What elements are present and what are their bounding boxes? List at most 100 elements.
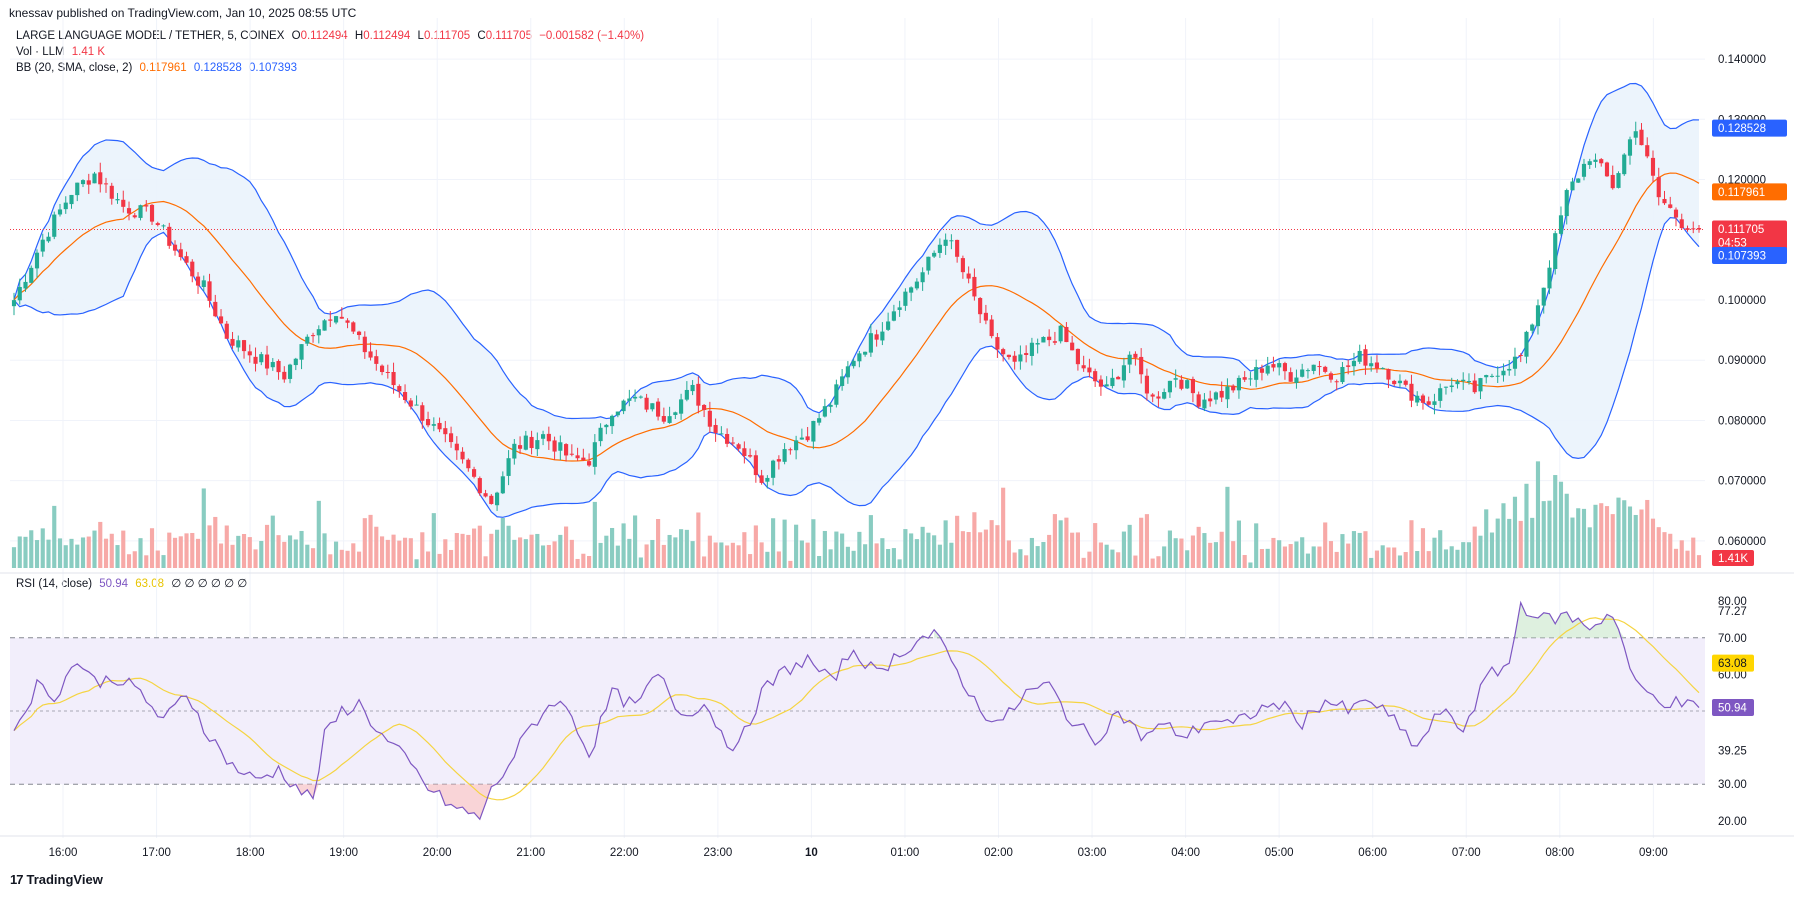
volume-bar <box>523 539 528 568</box>
bb-basis-line <box>13 172 1700 462</box>
rsi-legend[interactable]: RSI (14, close) 50.94 63.08 ∅ ∅ ∅ ∅ ∅ ∅ <box>16 576 251 590</box>
volume-bar <box>1547 500 1552 568</box>
volume-bar <box>1162 546 1167 568</box>
candle-body <box>1254 367 1259 380</box>
volume-bar <box>1213 542 1218 568</box>
volume-bar <box>1403 552 1408 568</box>
volume-bar <box>748 554 753 568</box>
tradingview-logo[interactable]: 17 TradingView <box>10 872 103 887</box>
candle-body <box>339 316 344 319</box>
volume-bar <box>345 550 350 568</box>
volume-bar <box>1185 550 1190 568</box>
volume-bar <box>230 544 235 568</box>
candle-body <box>454 443 459 451</box>
volume-bar <box>926 532 931 568</box>
volume-bar <box>1685 550 1690 568</box>
candle-body <box>1277 363 1282 368</box>
candle-body <box>1466 381 1472 383</box>
candle-body <box>1041 336 1046 343</box>
candle-body <box>1599 159 1604 164</box>
candle-body <box>1380 367 1385 369</box>
volume-bar <box>207 525 212 568</box>
candle-body <box>1426 401 1431 405</box>
candle-body <box>69 194 74 205</box>
volume-bar <box>126 554 132 568</box>
candle-body <box>11 300 17 307</box>
volume-bar <box>1340 534 1345 568</box>
volume-bar <box>805 542 810 568</box>
candle-body <box>759 475 764 483</box>
volume-bar <box>1139 517 1144 568</box>
candle-body <box>679 399 684 414</box>
candle-body <box>1012 355 1017 362</box>
time-axis-label: 23:00 <box>703 847 732 859</box>
volume-bar <box>581 553 586 568</box>
volume-bar <box>500 517 505 568</box>
candle-body <box>805 436 810 441</box>
volume-bar <box>259 540 264 568</box>
volume-bar <box>1081 557 1086 568</box>
volume-bar <box>1524 483 1529 568</box>
volume-bar <box>1248 562 1253 568</box>
candle-body <box>638 396 643 398</box>
candle-body <box>1627 139 1633 156</box>
volume-bar <box>149 528 155 568</box>
volume-bar <box>972 512 977 568</box>
volume-bar <box>719 542 724 568</box>
candle-body <box>1524 331 1529 357</box>
volume-bar <box>1489 532 1495 568</box>
candle-body <box>788 449 793 451</box>
candle-body <box>598 427 603 442</box>
volume-bar <box>771 518 776 568</box>
candle-body <box>1231 385 1236 391</box>
candle-body <box>293 358 298 366</box>
candle-body <box>460 451 465 460</box>
volume-bar <box>356 551 362 568</box>
volume-bar <box>1472 526 1477 568</box>
volume-legend[interactable]: Vol · LLM 1.41 K <box>16 46 109 58</box>
volume-bar <box>1121 531 1126 568</box>
candle-body <box>316 329 321 336</box>
volume-bar <box>333 541 339 568</box>
candle-body <box>443 428 448 435</box>
candle-body <box>1357 350 1362 362</box>
volume-bar <box>425 551 431 568</box>
volume-bar <box>431 513 436 568</box>
volume-bar <box>1627 506 1633 568</box>
volume-bar <box>178 536 183 568</box>
candle-body <box>270 362 275 368</box>
candle-body <box>1116 376 1121 380</box>
volume-bar <box>379 536 385 568</box>
candle-body <box>794 440 799 451</box>
candle-body <box>1587 161 1592 165</box>
volume-bar <box>1645 499 1650 568</box>
rsi-ma-line <box>13 617 1700 801</box>
candle-body <box>224 323 229 339</box>
candle-body <box>489 495 494 504</box>
candle-body <box>995 337 1000 350</box>
volume-bar <box>541 545 546 568</box>
volume-bar <box>1098 542 1103 568</box>
candle-body <box>535 440 540 450</box>
candle-body <box>1610 174 1615 189</box>
candle-body <box>1219 390 1224 398</box>
candle-body <box>1461 379 1466 382</box>
candle-body <box>495 492 500 506</box>
symbol-legend[interactable]: LARGE LANGUAGE MODEL / TETHER, 5, COINEX… <box>16 30 648 42</box>
volume-bar <box>1351 531 1357 568</box>
time-axis-label: 04:00 <box>1171 847 1200 859</box>
volume-bar <box>293 539 298 568</box>
volume-bar <box>460 533 465 568</box>
candle-body <box>713 425 718 433</box>
candle-body <box>886 321 891 330</box>
volume-bar <box>1622 500 1627 568</box>
volume-bar <box>633 515 638 568</box>
candle-body <box>1081 365 1086 369</box>
candle-body <box>518 445 523 449</box>
bb-legend[interactable]: BB (20, SMA, close, 2) 0.117961 0.128528… <box>16 62 301 74</box>
volume-bar <box>1604 506 1610 568</box>
volume-bar <box>1558 481 1564 568</box>
volume-bar <box>1461 542 1466 568</box>
candle-body <box>121 199 126 207</box>
